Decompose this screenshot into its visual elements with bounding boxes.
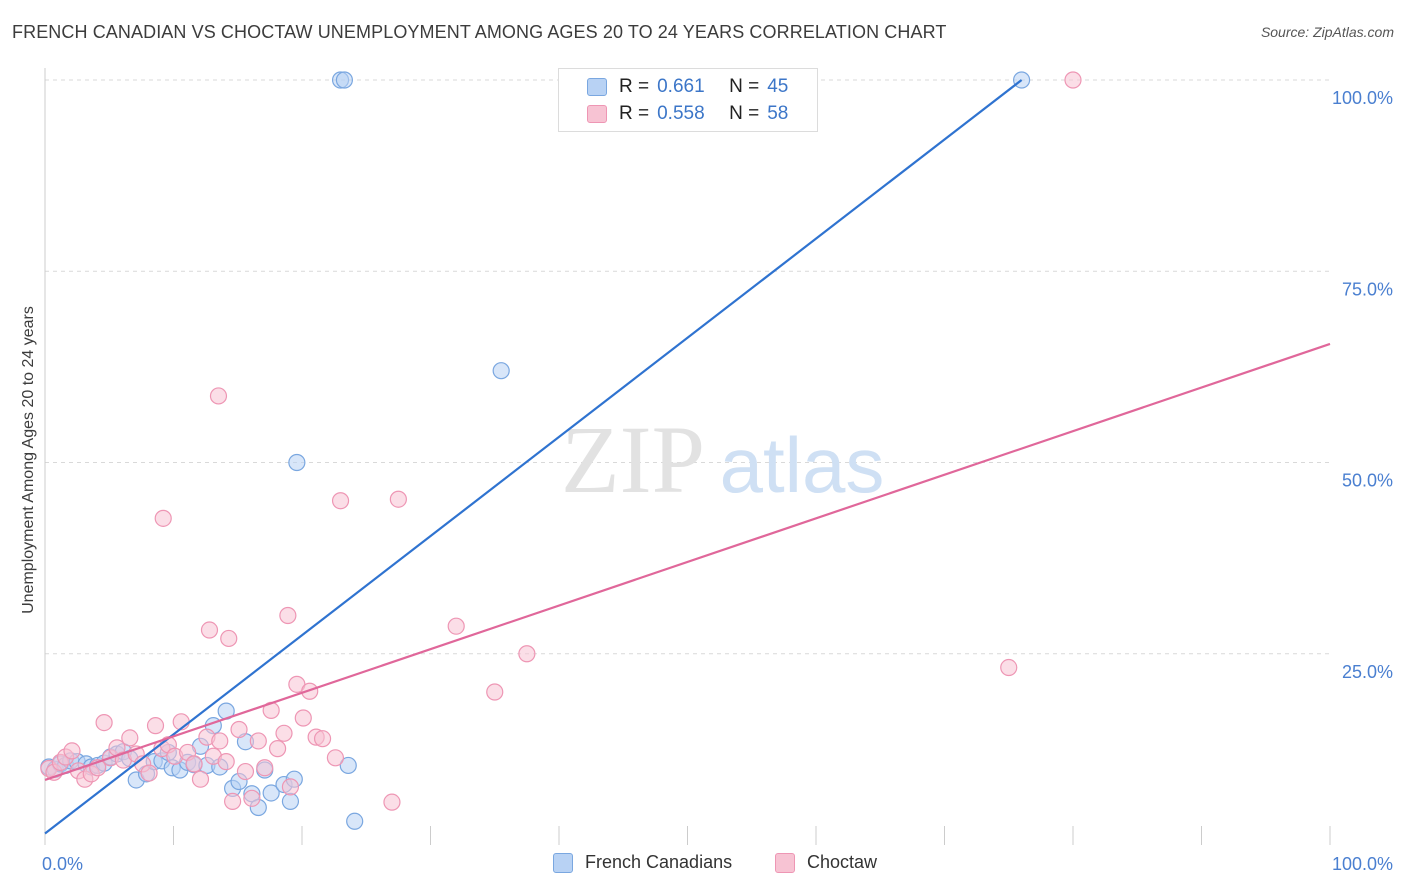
- french-canadians-point: [262, 784, 280, 802]
- legend-n-value: 58: [767, 103, 789, 124]
- trend-lines: [44, 79, 1331, 835]
- watermark-zip: ZIP: [561, 406, 705, 513]
- legend-row-choctaw: R = 0.558 N = 58: [587, 102, 788, 126]
- choctaw-point: [185, 755, 203, 773]
- french-canadians-point: [346, 812, 364, 830]
- bottom-legend: French Canadians Choctaw: [0, 852, 1406, 876]
- choctaw-point: [279, 606, 297, 625]
- choctaw-point: [268, 740, 287, 758]
- choctaw-point: [294, 709, 312, 727]
- choctaw-trend-line: [44, 342, 1331, 782]
- y-tick-label: 50.0%: [1342, 471, 1393, 491]
- choctaw-point: [220, 629, 238, 648]
- x-tick-label: 100.0%: [1332, 854, 1393, 874]
- choctaw-point: [200, 621, 219, 639]
- choctaw-point: [383, 793, 401, 811]
- axes: [44, 68, 1331, 845]
- tick-labels: 100.0% 75.0% 50.0% 25.0% 0.0% 100.0%: [42, 88, 1393, 874]
- bottom-legend-swatch-blue: [553, 852, 573, 873]
- choctaw-point: [63, 742, 81, 760]
- choctaw-point: [224, 792, 242, 810]
- choctaw-point: [486, 683, 504, 701]
- y-tick-label: 25.0%: [1342, 662, 1393, 682]
- choctaw-point: [217, 753, 235, 771]
- choctaw-point: [249, 732, 267, 750]
- bottom-legend-choctaw: Choctaw: [775, 852, 877, 873]
- french-canadians-point: [335, 71, 354, 89]
- choctaw-point: [256, 759, 274, 777]
- y-tick-label: 100.0%: [1332, 88, 1393, 108]
- choctaw-point: [140, 764, 158, 782]
- choctaw-point: [121, 729, 139, 747]
- legend-r-value: 0.558: [657, 103, 705, 124]
- choctaw-point: [243, 789, 261, 807]
- y-axis-label: Unemployment Among Ages 20 to 24 years: [20, 306, 37, 614]
- legend-swatch-pink: [587, 105, 607, 123]
- choctaw-point: [154, 509, 172, 527]
- legend-swatch-blue: [587, 78, 607, 96]
- bottom-legend-french-canadians: French Canadians: [553, 852, 732, 873]
- choctaw-point: [146, 717, 165, 735]
- choctaw-point: [95, 713, 113, 732]
- choctaw-point: [275, 724, 293, 742]
- choctaw-point: [1000, 658, 1018, 677]
- gridlines: [45, 79, 1330, 655]
- source-credit: Source: ZipAtlas.com: [1260, 24, 1394, 40]
- legend-n-value: 45: [767, 76, 789, 97]
- y-tick-label: 75.0%: [1342, 279, 1393, 299]
- legend-row-french-canadians: R = 0.661 N = 45: [587, 75, 788, 99]
- legend-r-value: 0.661: [657, 76, 705, 97]
- x-tick-label: 0.0%: [42, 854, 83, 874]
- bottom-legend-label: French Canadians: [585, 852, 733, 872]
- choctaw-point: [236, 762, 255, 781]
- french-canadians-point: [492, 362, 510, 380]
- chart-title: FRENCH CANADIAN VS CHOCTAW UNEMPLOYMENT …: [12, 22, 947, 42]
- data-points: [40, 71, 1082, 830]
- choctaw-point: [1064, 71, 1082, 89]
- french-canadians-trend-line: [44, 79, 1023, 835]
- legend-n-label: N =: [729, 103, 760, 124]
- choctaw-point: [389, 490, 407, 508]
- french-canadians-point: [281, 792, 300, 810]
- choctaw-point: [326, 749, 345, 767]
- choctaw-point: [331, 492, 350, 510]
- legend-r-label: R =: [619, 103, 650, 124]
- french-canadians-point: [288, 453, 306, 472]
- bottom-legend-swatch-pink: [775, 852, 795, 873]
- legend-r-label: R =: [619, 76, 650, 97]
- choctaw-point: [191, 770, 210, 788]
- bottom-legend-label: Choctaw: [807, 852, 878, 872]
- watermark-atlas: atlas: [720, 421, 885, 509]
- choctaw-point: [281, 778, 300, 796]
- choctaw-point: [211, 732, 229, 750]
- legend: R = 0.661 N = 45 R = 0.558 N = 58: [558, 68, 818, 132]
- choctaw-point: [230, 720, 248, 739]
- choctaw-point: [447, 617, 465, 635]
- french-canadians-point: [339, 756, 357, 775]
- choctaw-point: [209, 387, 228, 405]
- legend-n-label: N =: [729, 76, 760, 97]
- choctaw-point: [313, 730, 332, 748]
- choctaw-point: [518, 645, 536, 663]
- watermark: ZIP atlas: [561, 406, 884, 513]
